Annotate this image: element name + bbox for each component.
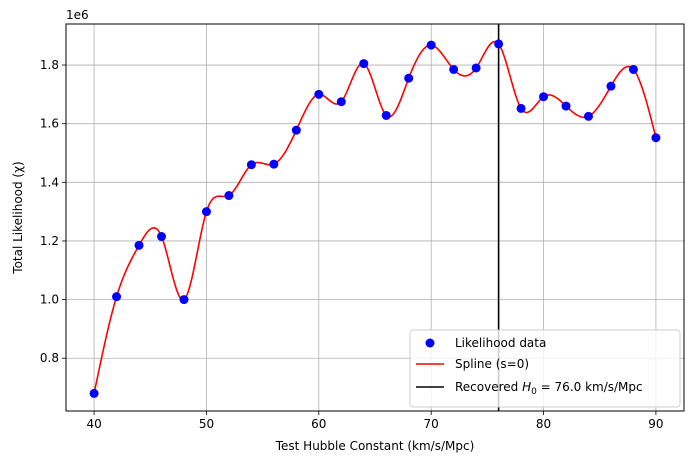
- x-tick-label: 80: [536, 417, 551, 431]
- axes-frame: [65, 23, 685, 412]
- x-tick-label: 40: [86, 417, 101, 431]
- legend-frame: [409, 329, 681, 408]
- data-point: [201, 207, 211, 217]
- x-axis-ticks: 40 50 60 70 80 90: [86, 411, 664, 431]
- data-point: [628, 64, 638, 74]
- data-point: [291, 125, 301, 135]
- data-point: [359, 59, 369, 69]
- data-point: [404, 73, 414, 83]
- y-tick-label: 1.2: [40, 234, 59, 248]
- data-point: [112, 292, 122, 302]
- legend-label-spline: Spline (s=0): [455, 357, 529, 371]
- data-point: [449, 64, 459, 74]
- data-point: [539, 92, 549, 102]
- y-tick-label: 0.8: [40, 351, 59, 365]
- legend-label-h-symbol: H: [522, 380, 531, 394]
- y-axis-label: Total Likelihood (χ): [11, 161, 25, 274]
- y-axis-ticks: 0.8 1.0 1.2 1.4 1.6 1.8: [40, 58, 66, 365]
- data-point: [224, 191, 234, 201]
- data-point: [494, 39, 504, 49]
- data-point: [606, 81, 616, 91]
- data-points: [89, 39, 661, 398]
- legend-label-likelihood-data: Likelihood data: [455, 336, 546, 350]
- x-tick-label: 50: [199, 417, 214, 431]
- legend: Likelihood data Spline (s=0) Recovered H…: [409, 329, 681, 408]
- y-tick-label: 1.8: [40, 58, 59, 72]
- data-point: [426, 40, 436, 50]
- x-tick-label: 70: [424, 417, 439, 431]
- data-point: [651, 133, 661, 143]
- y-offset-label: 1e6: [66, 8, 89, 22]
- y-tick-label: 1.4: [40, 175, 59, 189]
- data-point: [157, 232, 167, 242]
- legend-label-recovered-h0: Recovered H0 = 76.0 km/s/Mpc: [455, 380, 643, 397]
- y-tick-label: 1.6: [40, 117, 59, 131]
- data-point: [561, 101, 571, 111]
- x-tick-label: 90: [648, 417, 663, 431]
- x-tick-label: 60: [311, 417, 326, 431]
- legend-label-h-subscript: 0: [531, 387, 537, 397]
- data-point: [246, 160, 256, 170]
- legend-label-recovered-prefix: Recovered: [455, 380, 522, 394]
- data-point: [336, 97, 346, 107]
- data-point: [381, 110, 391, 120]
- data-point: [314, 89, 324, 99]
- legend-scatter-marker: [425, 338, 435, 348]
- spline-layer: [93, 40, 657, 394]
- data-point: [471, 63, 481, 73]
- data-point: [516, 103, 526, 113]
- spline-line: [93, 40, 657, 394]
- y-tick-label: 1.0: [40, 293, 59, 307]
- x-axis-label: Test Hubble Constant (km/s/Mpc): [275, 439, 475, 453]
- data-point: [134, 240, 144, 250]
- data-point: [89, 388, 99, 398]
- data-point: [269, 159, 279, 169]
- data-point: [179, 295, 189, 305]
- legend-label-recovered-value: = 76.0 km/s/Mpc: [537, 380, 643, 394]
- data-point: [583, 111, 593, 121]
